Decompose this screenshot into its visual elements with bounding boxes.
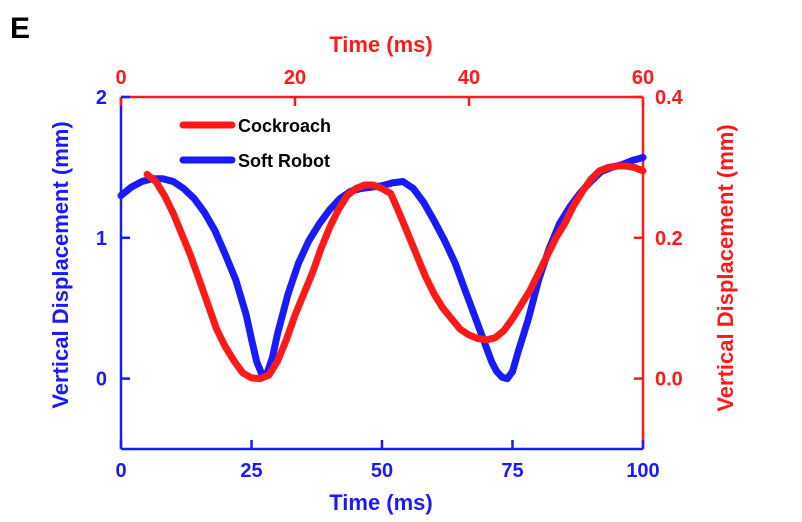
bottom-tick-label: 50 <box>371 460 393 482</box>
legend: Cockroach Soft Robot <box>179 116 331 171</box>
left-tick-label: 1 <box>96 228 107 250</box>
bottom-tick-label: 25 <box>240 460 262 482</box>
top-tick-label: 60 <box>632 67 654 89</box>
bottom-tick-label: 0 <box>115 460 126 482</box>
left-tick-label: 2 <box>96 87 107 109</box>
right-tick-label: 0.2 <box>655 228 683 250</box>
panel-label: E <box>10 12 30 45</box>
axis-ticks: 0 25 50 75 100 0 20 40 60 0 1 2 0.0 0.2 0.4 <box>96 67 684 482</box>
top-tick-label: 40 <box>458 67 480 89</box>
bottom-tick-label: 100 <box>626 460 659 482</box>
top-tick-label: 0 <box>115 67 126 89</box>
left-tick-label: 0 <box>96 369 107 391</box>
right-axis-title: Vertical Displacement (mm) <box>713 124 738 411</box>
right-tick-label: 0.0 <box>655 369 683 391</box>
right-tick-label: 0.4 <box>655 87 684 109</box>
plot-area <box>117 154 647 383</box>
left-axis-title: Vertical Displacement (mm) <box>48 121 73 408</box>
series-line-cockroach <box>143 162 647 383</box>
legend-label-cockroach: Cockroach <box>238 116 331 136</box>
bottom-axis-title: Time (ms) <box>329 490 433 515</box>
top-axis-title: Time (ms) <box>329 32 433 57</box>
bottom-tick-label: 75 <box>501 460 523 482</box>
top-tick-label: 20 <box>284 67 306 89</box>
legend-label-soft-robot: Soft Robot <box>238 151 330 171</box>
